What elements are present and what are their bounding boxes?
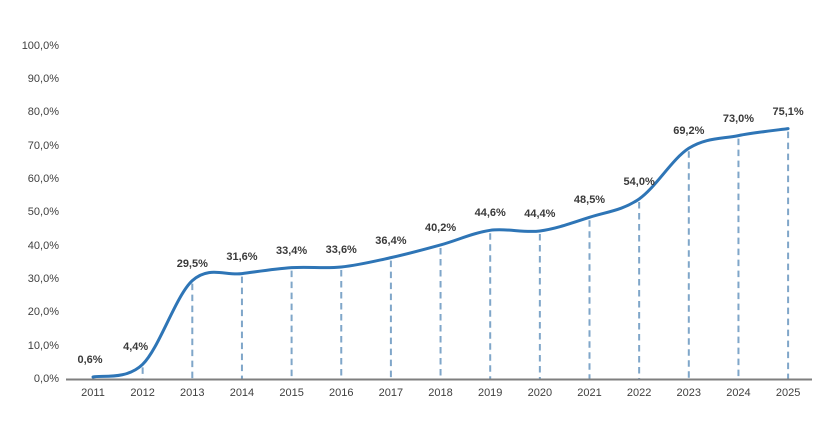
y-axis-label-10,0%: 10,0% <box>27 339 59 352</box>
data-label-2011: 0,6% <box>77 353 103 366</box>
x-axis-label-2016: 2016 <box>329 387 354 399</box>
y-axis-label-50,0%: 50,0% <box>27 206 59 219</box>
y-axis-label-40,0%: 40,0% <box>27 239 59 252</box>
x-axis-label-2024: 2024 <box>726 387 751 399</box>
y-axis-label-0,0%: 0,0% <box>33 373 59 385</box>
x-axis-label-2020: 2020 <box>527 387 553 399</box>
data-label-2019: 44,6% <box>474 207 506 220</box>
data-label-2016: 33,6% <box>325 243 357 256</box>
x-axis-label-2018: 2018 <box>428 387 453 399</box>
data-label-2022: 54,0% <box>623 175 655 188</box>
data-label-2023: 69,2% <box>673 125 705 138</box>
data-label-2024: 73,0% <box>722 112 755 125</box>
y-axis-label-60,0%: 60,0% <box>27 172 59 185</box>
data-label-2017: 36,4% <box>375 234 407 247</box>
data-label-2013: 29,5% <box>176 257 208 270</box>
y-axis-label-100,0%: 100,0% <box>21 39 59 52</box>
y-axis-label-80,0%: 80,0% <box>27 106 59 119</box>
data-label-2014: 31,6% <box>226 250 258 263</box>
x-axis-label-2017: 2017 <box>378 387 404 399</box>
x-axis-label-2015: 2015 <box>279 387 304 399</box>
trend-line <box>91 127 790 379</box>
x-axis-label-2013: 2013 <box>180 387 205 399</box>
dropline-group <box>141 131 790 379</box>
x-axis-label-2011: 2011 <box>81 387 105 399</box>
y-axis-label-20,0%: 20,0% <box>27 306 59 319</box>
y-axis-label-30,0%: 30,0% <box>27 272 59 285</box>
x-axis-label-2014: 2014 <box>229 387 255 399</box>
data-label-2025: 75,1% <box>772 105 804 118</box>
x-axis-label-2022: 2022 <box>626 387 652 399</box>
data-label-2012: 4,4% <box>123 341 149 354</box>
x-axis-label-2021: 2021 <box>577 387 602 399</box>
y-axis-label-70,0%: 70,0% <box>27 139 59 152</box>
x-axis-label-2019: 2019 <box>477 387 503 399</box>
y-axis-label-90,0%: 90,0% <box>27 72 59 85</box>
data-label-2020: 44,4% <box>524 207 556 220</box>
x-axis-label-2025: 2025 <box>775 387 801 399</box>
data-label-2018: 40,2% <box>424 221 457 234</box>
x-axis-label-2023: 2023 <box>676 387 702 399</box>
x-axis-label-2012: 2012 <box>130 387 155 399</box>
data-label-2015: 33,4% <box>275 244 308 257</box>
data-label-2021: 48,5% <box>573 194 606 207</box>
